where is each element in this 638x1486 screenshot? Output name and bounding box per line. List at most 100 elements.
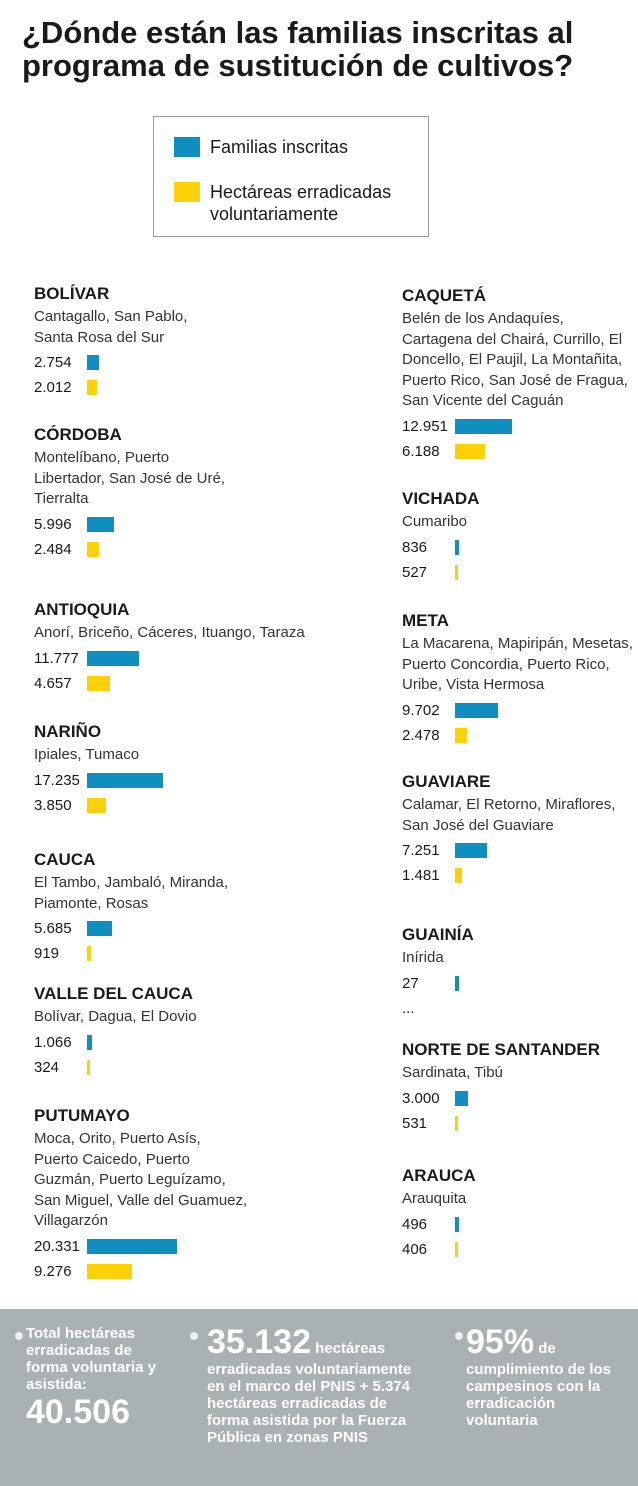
- region-municipalities: Ipiales, Tumaco: [34, 746, 140, 763]
- hectares-value-label: 9.276: [34, 1262, 72, 1280]
- hectares-bar: [87, 675, 110, 691]
- hectares-row: 4.657: [34, 672, 334, 697]
- region-municipalities: Cumaribo: [402, 513, 468, 530]
- hectares-bar: [455, 1241, 458, 1257]
- hectares-value-label: 6.188: [402, 442, 440, 460]
- families-row: 2.754: [34, 351, 334, 376]
- region-municipalities: Calamar, El Retorno, Miraflores, San José…: [402, 796, 616, 834]
- hectares-value-label: 2.478: [402, 726, 440, 744]
- hectares-row: 2.484: [34, 538, 334, 563]
- stat-voluntary-text-a: hectáreas: [315, 1340, 386, 1357]
- families-bar: [87, 516, 114, 532]
- region-municipalities: Cantagallo, San Pablo, Santa Rosa del Sur: [34, 308, 188, 346]
- families-bar: [87, 1034, 92, 1050]
- families-value-label: 27: [402, 974, 419, 992]
- region-10: GUAVIARE Calamar, El Retorno, Miraflores,…: [402, 772, 638, 889]
- stat-compliance: 95% de cumplimiento de los campesinos co…: [466, 1323, 616, 1429]
- families-value-label: 9.702: [402, 701, 440, 719]
- families-row: 20.331: [34, 1235, 334, 1260]
- hectares-bar: [87, 946, 92, 961]
- hectares-value-label: 406: [402, 1240, 428, 1258]
- stat-compliance-value: 95%: [466, 1323, 535, 1361]
- hectares-row: ...: [402, 997, 638, 1022]
- hectares-bar: [455, 868, 463, 883]
- families-value-label: 5.685: [34, 920, 72, 937]
- families-row: 3.000: [402, 1087, 638, 1112]
- families-bar: [455, 1216, 459, 1232]
- region-municipalities: La Macarena, Mapiripán, Mesetas, Puerto C…: [402, 635, 633, 693]
- hectares-bar: [455, 1115, 458, 1131]
- stat-voluntary-value: 35.132: [207, 1323, 311, 1361]
- region-municipalities: Montelíbano, Puerto Libertador, San José …: [34, 449, 225, 507]
- families-row: 9.702: [402, 699, 638, 724]
- region-municipalities: Belén de los Andaquíes, Cartagena del Cha…: [402, 310, 628, 409]
- stat-total-text: Total hectáreas erradicadas de forma vol…: [26, 1325, 157, 1393]
- families-row: 1.066: [34, 1031, 334, 1056]
- families-value-label: 5.996: [34, 515, 72, 533]
- hectares-bar: [87, 380, 97, 395]
- region-0: BOLÍVAR Cantagallo, San Pablo, Santa Rosa …: [34, 284, 334, 401]
- families-value-label: 11.777: [34, 649, 79, 667]
- region-municipalities: Arauquita: [402, 1190, 467, 1207]
- hectares-value-label: ...: [402, 999, 415, 1017]
- families-bar: [455, 843, 488, 858]
- hectares-row: 9.276: [34, 1260, 334, 1285]
- families-row: 7.251: [402, 839, 638, 864]
- region-12: NORTE DE SANTANDER Sardinata, Tibú 3.000 53…: [402, 1040, 638, 1137]
- families-row: 12.951: [402, 415, 638, 440]
- stat-compliance-text-a: de: [538, 1340, 556, 1357]
- hectares-bar: [87, 797, 106, 813]
- hectares-value-label: 919: [34, 945, 60, 962]
- families-bar: [455, 702, 498, 718]
- families-row: 836: [402, 536, 638, 561]
- families-value-label: 3.000: [402, 1089, 440, 1107]
- region-2: ANTIOQUIA Anorí, Briceño, Cáceres, Ituang…: [34, 600, 334, 697]
- region-municipalities: Bolívar, Dagua, El Dovio: [34, 1008, 197, 1025]
- hectares-row: 2.478: [402, 724, 638, 749]
- hectares-bar: [87, 1059, 90, 1075]
- hectares-row: 3.850: [34, 794, 334, 819]
- hectares-bar: [455, 727, 468, 743]
- legend-label-families: Familias inscritas: [210, 137, 349, 157]
- legend-swatch-hectares: [174, 182, 200, 202]
- hectares-value-label: 527: [402, 563, 428, 581]
- families-row: 496: [402, 1213, 638, 1238]
- hectares-value-label: 3.850: [34, 796, 72, 814]
- families-row: 17.235: [34, 769, 334, 794]
- families-value-label: 496: [402, 1215, 428, 1233]
- hectares-row: 919: [34, 942, 334, 967]
- region-name: ARAUCA: [402, 1166, 476, 1185]
- page-title: ¿Dónde están las familias inscritas al p…: [22, 15, 574, 83]
- hectares-row: 1.481: [402, 864, 638, 889]
- stat-total: Total hectáreas erradicadas de forma vol…: [26, 1325, 166, 1431]
- families-bar: [455, 975, 459, 991]
- region-11: GUAINÍA Inírida 27...: [402, 925, 638, 1022]
- hectares-row: 406: [402, 1238, 638, 1263]
- legend-label-hectares: Hectáreas erradicadas voluntariamente: [210, 182, 392, 224]
- hectares-row: 2.012: [34, 376, 334, 401]
- region-name: NARIÑO: [34, 722, 102, 741]
- region-municipalities: Moca, Orito, Puerto Asís, Puerto Caicedo,…: [34, 1130, 248, 1229]
- hectares-value-label: 531: [402, 1114, 428, 1132]
- region-name: CAQUETÁ: [402, 286, 487, 305]
- region-municipalities: El Tambo, Jambaló, Miranda, Piamonte, Ros…: [34, 874, 228, 912]
- region-name: META: [402, 611, 449, 630]
- hectares-value-label: 2.484: [34, 540, 72, 558]
- families-bar: [87, 921, 113, 936]
- families-row: 11.777: [34, 647, 334, 672]
- region-municipalities: Anorí, Briceño, Cáceres, Ituango, Taraza: [34, 624, 305, 641]
- hectares-value-label: 1.481: [402, 867, 440, 884]
- region-7: CAQUETÁ Belén de los Andaquíes, Cartagena …: [402, 286, 638, 465]
- hectares-bar: [455, 564, 458, 580]
- hectares-row: 527: [402, 561, 638, 586]
- region-name: VALLE DEL CAUCA: [34, 984, 193, 1003]
- bullet-icon: [15, 1332, 23, 1340]
- region-name: GUAINÍA: [402, 925, 474, 944]
- region-name: NORTE DE SANTANDER: [402, 1040, 601, 1059]
- hectares-value-label: 324: [34, 1058, 60, 1076]
- region-9: META La Macarena, Mapiripán, Mesetas, Puer…: [402, 611, 638, 749]
- hectares-value-label: 4.657: [34, 674, 72, 692]
- region-name: VICHADA: [402, 489, 480, 508]
- region-name: CÓRDOBA: [34, 425, 122, 444]
- families-value-label: 7.251: [402, 842, 440, 859]
